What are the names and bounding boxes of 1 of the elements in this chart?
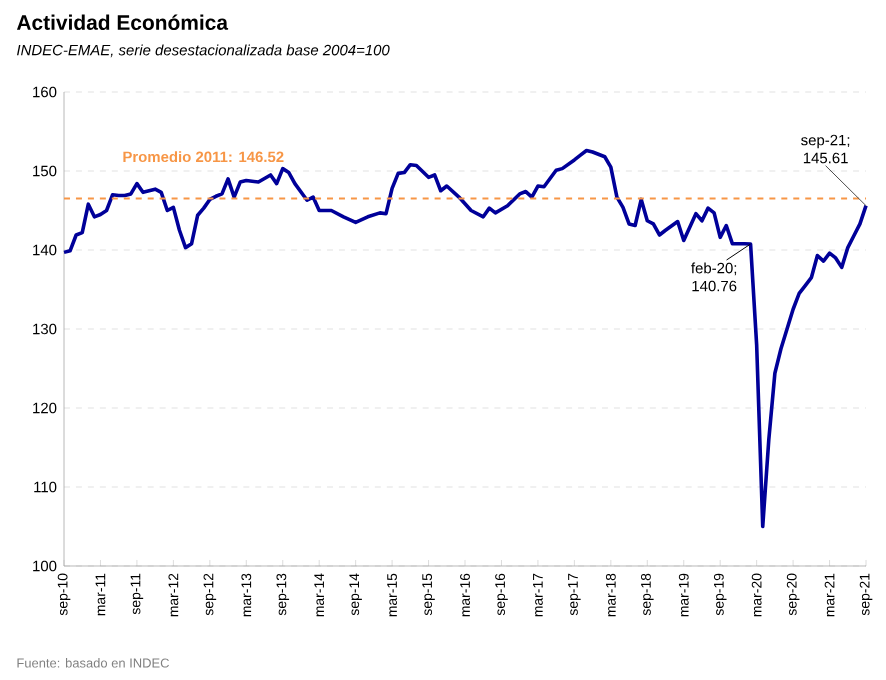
chart-title: Actividad Económica [16,14,229,30]
